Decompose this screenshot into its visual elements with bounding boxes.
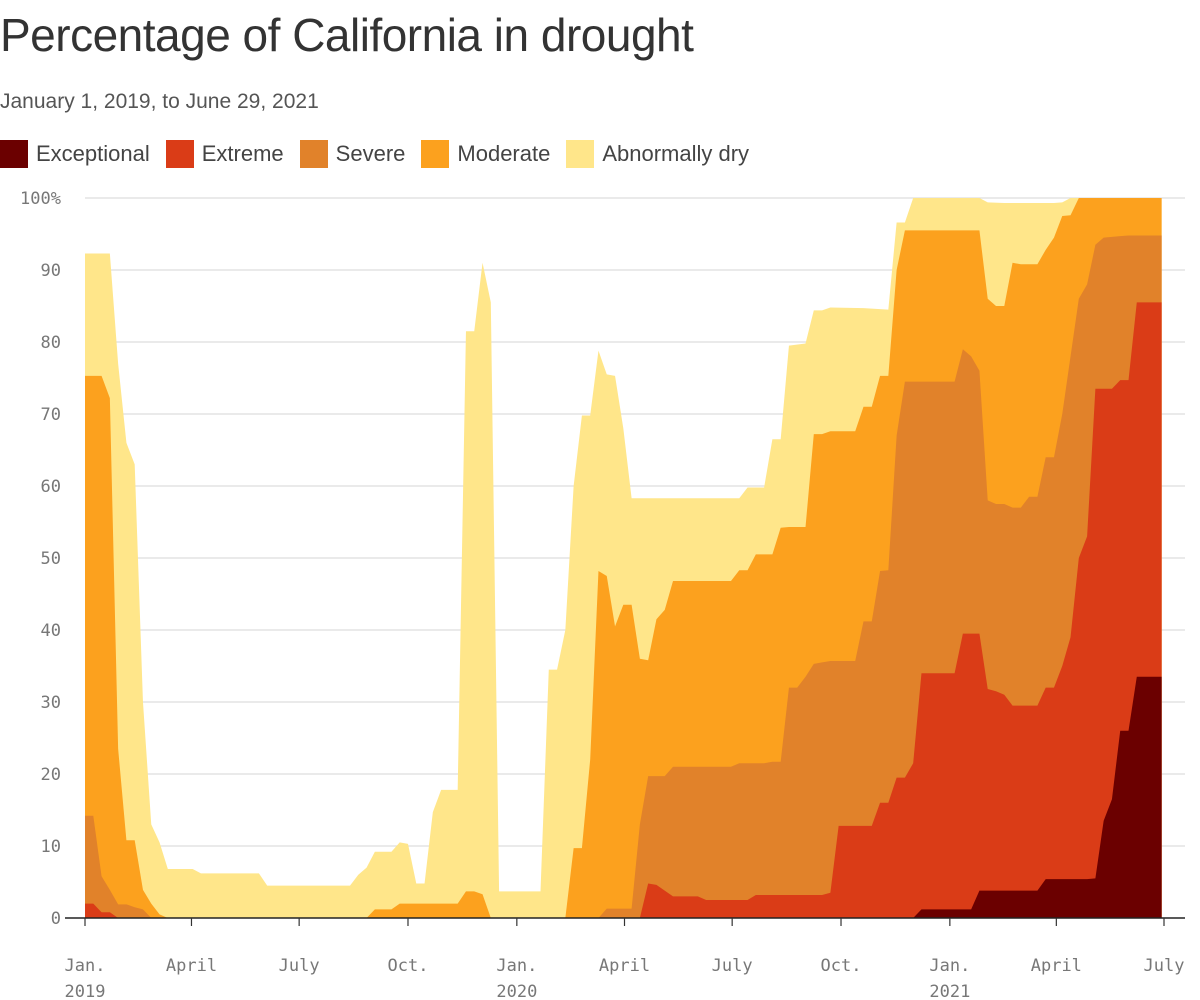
x-tick-label: April <box>599 956 650 976</box>
legend-swatch-moderate <box>421 140 450 168</box>
legend-swatch-extreme <box>165 140 194 168</box>
x-tick-label: July <box>1144 956 1185 976</box>
y-tick-label: 80 <box>41 333 61 353</box>
y-tick-label: 70 <box>41 405 61 425</box>
legend: Exceptional Extreme Severe Moderate Abno… <box>0 138 765 170</box>
legend-item-extreme: Extreme <box>165 140 284 168</box>
legend-swatch-exceptional <box>0 140 28 168</box>
drought-area-chart: 0 10 20 30 40 50 60 70 80 90 100% Jan. 2019 April July… <box>20 189 1185 1000</box>
area-exceptional <box>85 676 1162 918</box>
legend-item-severe: Severe <box>299 140 406 168</box>
area-extreme <box>85 302 1162 918</box>
y-tick-label: 10 <box>41 837 61 857</box>
x-tick-label: Jan. <box>496 956 537 976</box>
legend-label-exceptional: Exceptional <box>36 141 150 166</box>
legend-item-exceptional: Exceptional <box>0 140 150 168</box>
y-tick-label: 90 <box>41 261 61 281</box>
area-severe <box>85 235 1162 918</box>
legend-swatch-abnormally-dry <box>566 140 595 168</box>
x-tick-label: July <box>279 956 320 976</box>
x-tick-label: Oct. <box>388 956 429 976</box>
chart-subtitle: January 1, 2019, to June 29, 2021 <box>0 90 319 113</box>
x-tick-year-label: 2019 <box>65 982 106 1000</box>
x-tick-year-label: 2021 <box>929 982 970 1000</box>
legend-swatch-severe <box>299 140 328 168</box>
legend-label-abnormally-dry: Abnormally dry <box>602 141 750 166</box>
x-tick-label: Jan. <box>929 956 970 976</box>
y-tick-label: 30 <box>41 693 61 713</box>
axes: 0 10 20 30 40 50 60 70 80 90 100% Jan. 2019 April July… <box>20 189 1185 1000</box>
legend-label-moderate: Moderate <box>457 141 551 166</box>
area-series <box>85 198 1162 918</box>
y-tick-label: 100% <box>20 189 61 209</box>
x-tick-label: July <box>712 956 753 976</box>
x-tick-label: April <box>166 956 217 976</box>
y-tick-label: 20 <box>41 765 61 785</box>
y-tick-label: 40 <box>41 621 61 641</box>
x-tick-label: April <box>1031 956 1082 976</box>
legend-item-moderate: Moderate <box>421 140 550 168</box>
y-tick-label: 50 <box>41 549 61 569</box>
legend-label-extreme: Extreme <box>201 141 284 166</box>
legend-label-severe: Severe <box>335 141 406 166</box>
x-tick-year-label: 2020 <box>496 982 537 1000</box>
x-tick-label: Jan. <box>65 956 106 976</box>
chart-title: Percentage of California in drought <box>0 9 694 61</box>
legend-item-abnormally-dry: Abnormally dry <box>566 140 749 168</box>
y-tick-label: 0 <box>51 909 61 929</box>
x-tick-label: Oct. <box>821 956 862 976</box>
y-tick-label: 60 <box>41 477 61 497</box>
